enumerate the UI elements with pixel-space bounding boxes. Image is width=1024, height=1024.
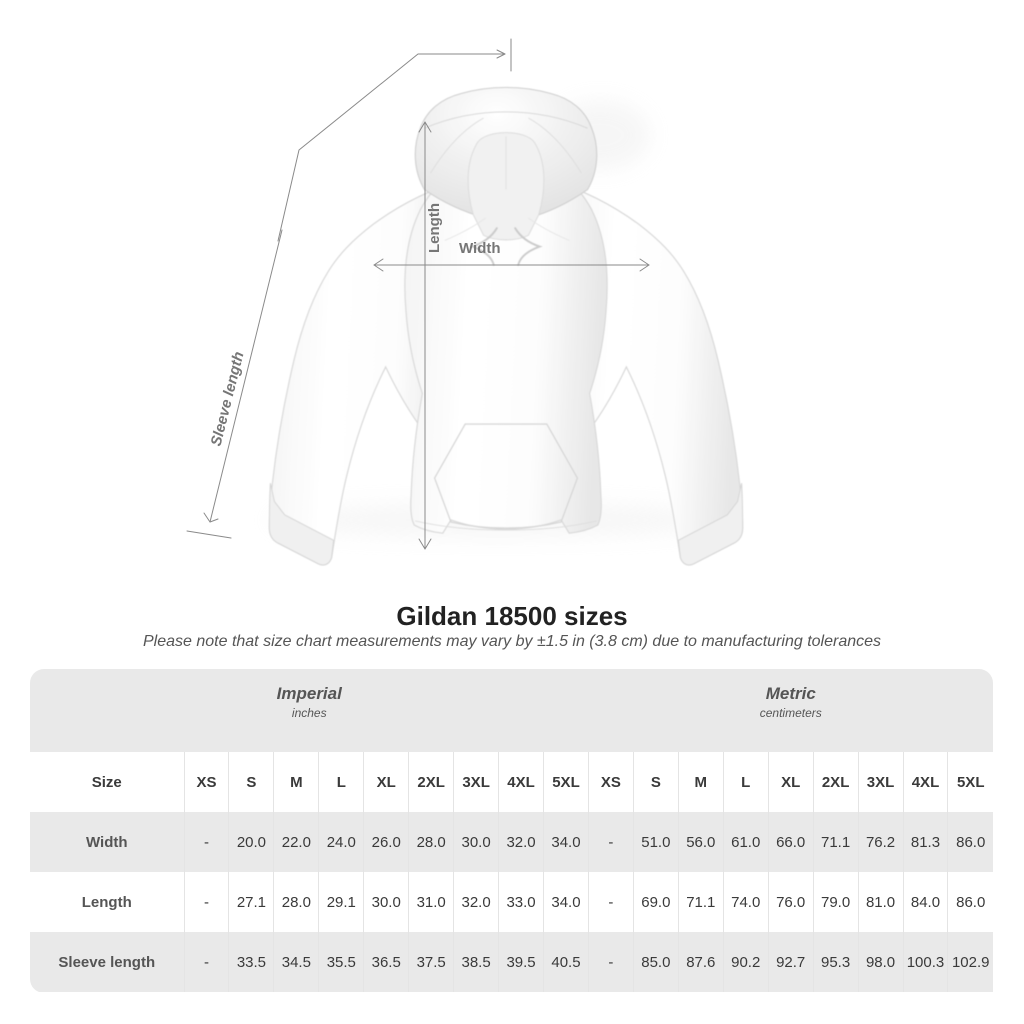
svg-text:Sleeve length: Sleeve length [208, 350, 248, 448]
svg-text:Width: Width [459, 240, 501, 257]
svg-text:Length: Length [426, 203, 443, 253]
